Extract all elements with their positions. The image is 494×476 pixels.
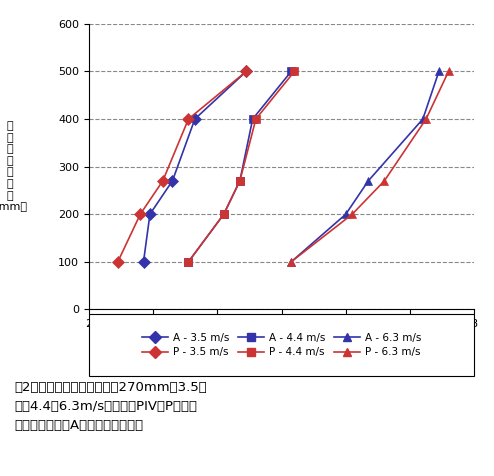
Text: 図2　基準風速（風洞床面上270mm）3.5、
　　4.4、6.3m/sに対するPIV（P）と熱
　　線風速計（A）の計測値の比較: 図2 基準風速（風洞床面上270mm）3.5、 4.4、6.3m/sに対するPI… <box>15 381 207 432</box>
Text: 床
面
か
ら
の
高
さ
（mm）: 床 面 か ら の 高 さ （mm） <box>0 121 27 212</box>
FancyBboxPatch shape <box>89 314 474 376</box>
X-axis label: x方向の風速（m/s）: x方向の風速（m/s） <box>240 335 323 347</box>
Legend: A - 3.5 m/s, P - 3.5 m/s, A - 4.4 m/s, P - 4.4 m/s, A - 6.3 m/s, P - 6.3 m/s: A - 3.5 m/s, P - 3.5 m/s, A - 4.4 m/s, P… <box>137 328 426 362</box>
